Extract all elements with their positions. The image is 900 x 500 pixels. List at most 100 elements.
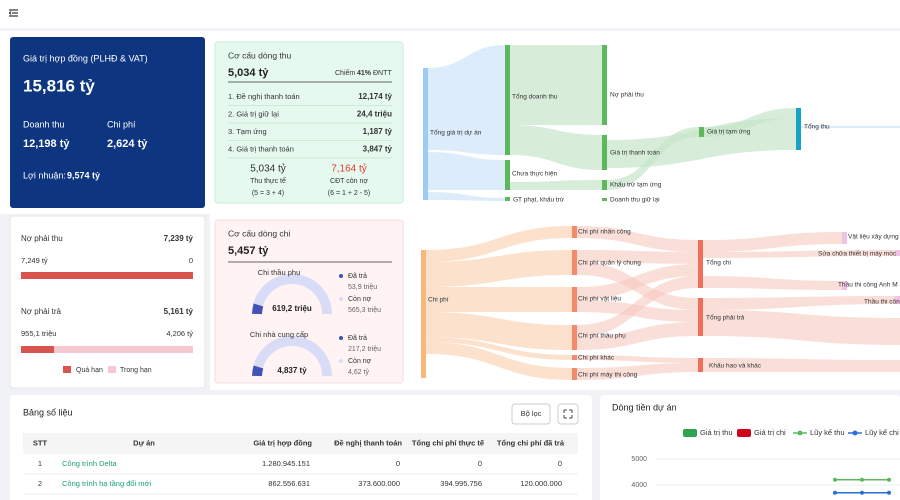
gauge-fill: [252, 365, 264, 377]
label: 1. Đề nghị thanh toán: [228, 92, 300, 101]
node-label: Doanh thu giữ lại: [610, 197, 660, 204]
node-label: Tổng chi: [706, 259, 731, 267]
sankey-link: [577, 226, 698, 252]
node-label: Chi phí: [428, 297, 449, 304]
label: Doanh thu: [23, 119, 65, 129]
sankey-node: [796, 108, 801, 150]
sankey-link: [428, 45, 505, 155]
gauge-track: [252, 336, 332, 377]
label: 3,847 tỷ: [363, 145, 393, 154]
sankey-node: [602, 45, 607, 125]
sankey-link: [577, 322, 698, 350]
sankey-link: [426, 226, 572, 262]
sankey-node: [698, 358, 703, 372]
label: 4. Giá trị thanh toán: [228, 144, 294, 153]
legend-swatch: [797, 430, 803, 436]
node-label: Khấu hao và khác: [709, 361, 762, 370]
table-cell: Công trình Delta: [62, 459, 117, 468]
label: 12,198 tỷ: [23, 138, 70, 150]
sankey-node: [505, 160, 510, 190]
label: Thu thực tế: [250, 176, 286, 185]
y-tick-label: 5000: [631, 456, 647, 463]
label: Nợ phải trả: [21, 307, 61, 316]
sankey-link: [426, 337, 572, 360]
legend-label: Giá trị chi: [754, 428, 786, 437]
legend-dot: [339, 336, 343, 340]
label: Chi nhà cung cấp: [250, 330, 308, 339]
node-label: Nợ phải thu: [610, 92, 644, 99]
node-label: Thầu thi công Anh M: [838, 280, 898, 289]
menu-icon[interactable]: [8, 9, 18, 17]
card-total: 15,816 tỷ: [23, 76, 95, 95]
node-label: Tổng doanh thu: [512, 93, 558, 101]
label: 5,034 tỷ: [228, 67, 269, 79]
label: 2. Giá trị giữ lại: [228, 109, 279, 118]
table-cell: 0: [478, 459, 482, 468]
node-label: Chi phí máy thi công: [578, 372, 638, 379]
sankey-link: [426, 312, 572, 350]
label: 53,9 triệu: [348, 284, 377, 291]
node-label: Chi phí nhân công: [578, 229, 631, 236]
label: 7,164 tỷ: [331, 163, 367, 175]
card-title: Giá trị hợp đồng (PLHĐ & VAT): [23, 53, 148, 63]
line-point: [833, 490, 837, 495]
label: Đã trả: [348, 273, 367, 280]
sankey-link: [703, 310, 900, 345]
label: 41%: [357, 70, 372, 77]
sankey-link: [428, 192, 505, 201]
table-cell: 0: [396, 459, 400, 468]
sankey-node: [505, 45, 510, 155]
filter-button[interactable]: [511, 403, 551, 425]
legend-label: Trong hạn: [120, 367, 152, 374]
legend-label: Giá trị thu: [700, 428, 733, 437]
label: Còn nợ: [348, 296, 372, 303]
column-header: Tổng chi phí đã trả: [497, 438, 565, 447]
sankey-node: [423, 68, 428, 200]
line-point: [887, 490, 891, 495]
label: 0: [189, 256, 193, 265]
sankey-link: [510, 180, 602, 190]
sankey-link: [510, 45, 602, 125]
line-point: [887, 477, 891, 482]
label: 12,174 tỷ: [358, 92, 392, 101]
sankey-node: [602, 198, 607, 201]
table-cell: 1: [38, 459, 42, 468]
node-label: Chi phí khác: [578, 355, 615, 362]
expand-button[interactable]: [557, 403, 579, 425]
sankey-node: [699, 127, 704, 137]
sankey-node: [421, 250, 426, 378]
node-label: Sửa chữa thiết bị máy móc: [818, 249, 897, 258]
sankey-link: [703, 358, 900, 372]
label: 4,837 tỷ: [277, 366, 307, 375]
node-label: Tổng thu: [804, 123, 830, 131]
sankey-node: [602, 180, 607, 190]
sankey-link: [577, 264, 698, 300]
legend-swatch: [63, 366, 71, 373]
label: 5,034 tỷ: [250, 163, 286, 175]
node-label: Khấu trừ tạm ứng: [610, 180, 662, 189]
sankey-link: [703, 276, 842, 290]
label: Chi phí: [107, 119, 136, 129]
sankey-links: [426, 45, 900, 380]
node-label: Thầu thi côn: [864, 297, 900, 306]
sankey-node: [895, 296, 900, 304]
sankey-link: [703, 250, 895, 258]
gauge-fill: [252, 303, 264, 315]
column-header: STT: [33, 438, 48, 447]
sankey-link: [577, 250, 698, 264]
label: Nợ phải thu: [21, 234, 63, 243]
table-cell: 862.556.631: [268, 479, 310, 488]
label: (5 = 3 + 4): [252, 190, 284, 197]
table-cell: 1.280.945.151: [262, 459, 310, 468]
legend-dot: [339, 274, 343, 278]
sankey-link: [801, 126, 900, 128]
label: 217,2 triệu: [348, 346, 381, 353]
legend-swatch: [683, 429, 697, 437]
sankey-node: [572, 368, 577, 380]
column-header: Giá trị hợp đồng: [253, 438, 312, 447]
chart-card: [600, 395, 900, 500]
node-label: Giá trị thanh toán: [610, 150, 660, 157]
y-tick-label: 4000: [631, 482, 647, 489]
node-label: Chi phí vật liệu: [578, 296, 621, 303]
chart-title: Dòng tiền dự án: [612, 402, 677, 412]
